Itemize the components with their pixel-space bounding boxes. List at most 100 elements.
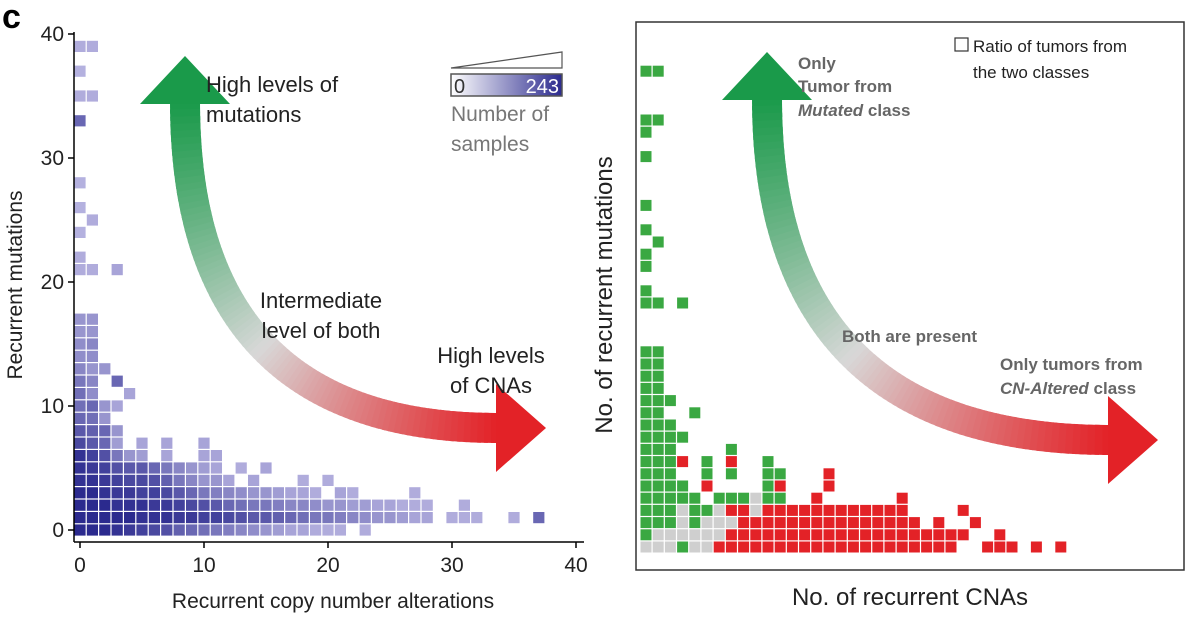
left-heatmap-cell-140 [459, 500, 470, 511]
left-heatmap-cell-168 [409, 512, 420, 523]
left-heatmap-cell-91 [112, 487, 123, 498]
right-heatmap-cell-89 [799, 505, 810, 516]
left-heatmap-cell-52 [112, 450, 123, 461]
right-heatmap-cell-99 [641, 517, 652, 528]
right-heatmap-cell-146 [909, 529, 920, 540]
arrow-end-label-line2: of CNAs [450, 373, 532, 398]
right-heatmap-cell-142 [860, 529, 871, 540]
right-heatmap-cell-148 [933, 529, 944, 540]
left-heatmap-cell-178 [112, 524, 123, 535]
right-heatmap-cell-97 [897, 505, 908, 516]
right-heatmap-cell-27 [653, 407, 664, 418]
left-heatmap-cell-165 [372, 512, 383, 523]
right-heatmap-cell-56 [653, 481, 664, 492]
left-heatmap-cell-8 [87, 214, 98, 225]
left-heatmap-cell-117 [149, 500, 160, 511]
left-heatmap-cell-111 [74, 500, 85, 511]
right-heatmap-cell-175 [921, 542, 932, 553]
left-heatmap-cell-25 [74, 376, 85, 387]
left-y-tick-0: 0 [52, 519, 64, 542]
right-heatmap-cell-170 [860, 542, 871, 553]
right-heatmap-cell-64 [653, 493, 664, 504]
right-heatmap-cell-98 [958, 505, 969, 516]
left-heatmap-cell-12 [87, 264, 98, 275]
right-heatmap-cell-35 [677, 432, 688, 443]
right-heatmap-cell-147 [921, 529, 932, 540]
left-heatmap-cell-131 [322, 500, 333, 511]
right-heatmap-cell-11 [641, 285, 652, 296]
right-heatmap-cell-71 [750, 493, 761, 504]
left-heatmap-cell-159 [298, 512, 309, 523]
right-heatmap-cell-162 [763, 542, 774, 553]
right-heatmap-cell-141 [848, 529, 859, 540]
left-heatmap-cell-61 [112, 462, 123, 473]
left-heatmap-cell-118 [161, 500, 172, 511]
arrow-top-label-line2: mutations [206, 102, 301, 127]
right-heatmap-cell-161 [750, 542, 761, 553]
right-heatmap-cell-104 [702, 517, 713, 528]
left-heatmap-cell-141 [74, 512, 85, 523]
left-heatmap-cell-38 [74, 425, 85, 436]
left-heatmap-cell-166 [384, 512, 395, 523]
left-heatmap-cell-6 [74, 177, 85, 188]
left-heatmap-cell-46 [136, 438, 147, 449]
left-heatmap-cell-48 [198, 438, 209, 449]
left-heatmap-cell-150 [186, 512, 197, 523]
left-heatmap-cell-14 [74, 314, 85, 325]
left-heatmap-cell-18 [74, 338, 85, 349]
left-heatmap-cell-107 [310, 487, 321, 498]
scale-min-label: 0 [454, 76, 465, 98]
left-heatmap-cell-123 [223, 500, 234, 511]
left-heatmap-cell-114 [112, 500, 123, 511]
left-heatmap-cell-121 [198, 500, 209, 511]
right-heatmap-cell-52 [763, 468, 774, 479]
right-heatmap-cell-80 [689, 505, 700, 516]
left-heatmap-cell-71 [260, 462, 271, 473]
right-heatmap-cell-156 [689, 542, 700, 553]
left-heatmap-cell-62 [124, 462, 135, 473]
left-y-tick-4: 40 [41, 23, 64, 46]
right-y-axis-label: No. of recurrent mutations [591, 156, 618, 433]
right-heatmap-cell-94 [860, 505, 871, 516]
left-heatmap-cell-36 [87, 413, 98, 424]
right-heatmap-cell-81 [702, 505, 713, 516]
left-heatmap-cell-125 [248, 500, 259, 511]
left-heatmap-cell-112 [87, 500, 98, 511]
left-heatmap-cell-79 [161, 475, 172, 486]
right-heatmap-cell-31 [665, 420, 676, 431]
right-heatmap-cell-103 [689, 517, 700, 528]
right-heatmap-cell-51 [726, 468, 737, 479]
right-heatmap-cell-77 [653, 505, 664, 516]
left-heatmap-cell-29 [87, 388, 98, 399]
left-heatmap-cell-72 [74, 475, 85, 486]
right-heatmap-cell-131 [726, 529, 737, 540]
right-heatmap-cell-179 [994, 542, 1005, 553]
left-heatmap-cell-81 [186, 475, 197, 486]
right-heatmap-cell-136 [787, 529, 798, 540]
panel-label: c [2, 0, 21, 36]
right-heatmap-cell-129 [702, 529, 713, 540]
left-heatmap-cell-110 [409, 487, 420, 498]
right-heatmap-cell-20 [653, 371, 664, 382]
left-x-axis-label: Recurrent copy number alterations [172, 590, 494, 613]
right-heatmap-cell-120 [897, 517, 908, 528]
right-heatmap-cell-59 [702, 481, 713, 492]
left-heatmap-cell-31 [74, 400, 85, 411]
left-heatmap-cell-172 [471, 512, 482, 523]
left-heatmap-cell-64 [149, 462, 160, 473]
right-heatmap-cell-19 [641, 371, 652, 382]
left-heatmap-cell-157 [273, 512, 284, 523]
left-heatmap-cell-174 [533, 512, 544, 523]
right-heatmap-cell-90 [811, 505, 822, 516]
left-heatmap-cell-47 [161, 438, 172, 449]
right-heatmap-cell-47 [641, 468, 652, 479]
right-heatmap-cell-2 [641, 115, 652, 126]
right-heatmap-cell-182 [1055, 542, 1066, 553]
right-heatmap-cell-152 [641, 542, 652, 553]
right-heatmap-cell-7 [641, 224, 652, 235]
left-heatmap-cell-78 [149, 475, 160, 486]
right-heatmap-cell-167 [824, 542, 835, 553]
left-y-tick-3: 30 [41, 147, 64, 170]
right-heatmap-cell-150 [958, 529, 969, 540]
right-heatmap-cell-36 [641, 444, 652, 455]
